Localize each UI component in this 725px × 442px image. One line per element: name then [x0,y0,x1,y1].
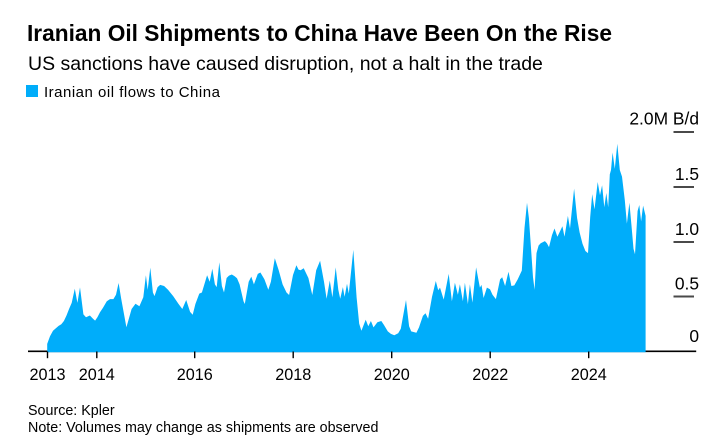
svg-text:2022: 2022 [472,366,508,384]
svg-text:2024: 2024 [571,366,607,384]
svg-text:2020: 2020 [374,366,410,384]
svg-text:2016: 2016 [177,366,213,384]
svg-text:2.0M B/d: 2.0M B/d [629,109,699,129]
svg-text:2014: 2014 [79,366,115,384]
svg-text:2018: 2018 [275,366,311,384]
svg-text:2013: 2013 [29,366,65,384]
svg-text:1.0: 1.0 [675,219,699,239]
svg-text:0: 0 [689,326,699,346]
svg-text:1.5: 1.5 [675,164,699,184]
svg-text:0.5: 0.5 [675,274,699,294]
